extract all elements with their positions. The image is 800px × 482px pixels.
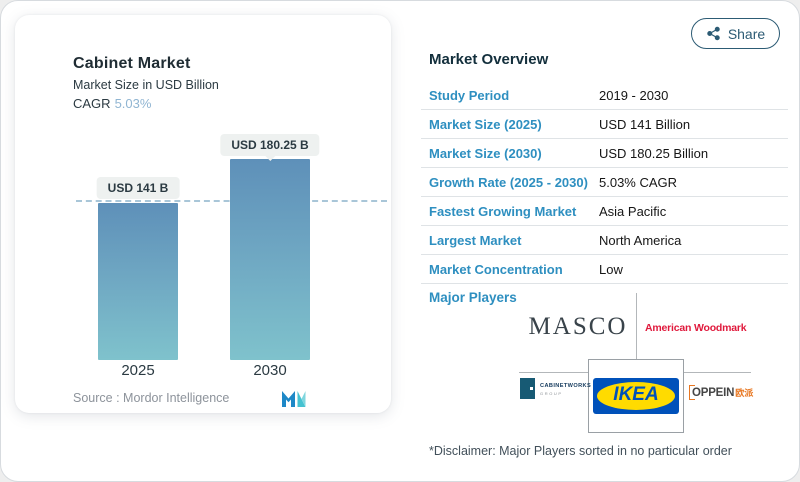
oppein-bracket-icon — [689, 385, 695, 400]
cagr-value: 5.03% — [114, 96, 152, 111]
bar-value-label-2030-text: USD 180.25 B — [231, 138, 309, 152]
ikea-wordmark: IKEA — [613, 384, 659, 405]
share-nodes-icon — [707, 26, 720, 41]
label-pointer — [265, 156, 275, 161]
source-name: Mordor Intelligence — [123, 391, 230, 405]
oppein-chinese-characters: 欧派 — [735, 388, 754, 398]
ikea-oval — [597, 382, 675, 410]
cabinetworks-mark — [530, 387, 533, 390]
table-row: Market Concentration Low — [421, 255, 788, 284]
cabinetworks-logo: CABINETWORKS GROUP — [520, 378, 591, 399]
ikea-logo: IKEA ® — [593, 378, 679, 414]
players-horizontal-divider-right — [684, 372, 751, 373]
major-players-label: Major Players — [429, 290, 517, 305]
american-woodmark-logo: American Woodmark — [645, 322, 747, 334]
row-label: Largest Market — [429, 232, 522, 248]
ikea-logo-box: IKEA ® — [588, 359, 684, 433]
chart-title: Cabinet Market — [73, 55, 191, 72]
market-overview-table: Study Period 2019 - 2030 Market Size (20… — [421, 81, 788, 284]
row-label: Market Concentration — [429, 261, 563, 277]
row-label: Market Size (2030) — [429, 145, 542, 161]
cagr-label: CAGR — [73, 96, 111, 111]
table-row: Fastest Growing Market Asia Pacific — [421, 197, 788, 226]
masco-logo: MASCO — [528, 313, 628, 340]
row-value: Asia Pacific — [599, 203, 667, 219]
players-horizontal-divider-left — [519, 372, 588, 373]
x-axis-label-2025: 2025 — [121, 362, 155, 379]
row-label: Growth Rate (2025 - 2030) — [429, 174, 588, 190]
table-row: Market Size (2025) USD 141 Billion — [421, 110, 788, 139]
row-value: Low — [599, 261, 623, 277]
source-line: Source : Mordor Intelligence — [73, 391, 229, 405]
share-button[interactable]: Share — [691, 18, 780, 49]
row-value: USD 180.25 Billion — [599, 145, 709, 161]
cabinetworks-square-icon — [520, 378, 535, 399]
share-button-label: Share — [727, 25, 766, 42]
chart-subtitle: Market Size in USD Billion — [73, 78, 219, 92]
cabinetworks-group-label: GROUP — [540, 391, 563, 396]
oppein-name: OPPEIN — [692, 386, 735, 399]
row-label: Fastest Growing Market — [429, 203, 577, 219]
overview-title: Market Overview — [429, 51, 549, 68]
row-label: Study Period — [429, 87, 510, 103]
table-row: Largest Market North America — [421, 226, 788, 255]
row-value: USD 141 Billion — [599, 116, 691, 132]
bar-value-label-2030: USD 180.25 B — [220, 134, 320, 161]
bar-2030 — [230, 159, 310, 360]
row-value: North America — [599, 232, 682, 248]
oppein-logo: OPPEIN 欧派 — [689, 385, 753, 400]
ikea-registered-mark: ® — [666, 383, 672, 390]
mordor-intelligence-logo-icon — [282, 391, 306, 407]
bar-2025 — [98, 203, 178, 360]
x-axis-label-2030: 2030 — [253, 362, 287, 379]
bar-value-label-2025: USD 141 B — [96, 177, 180, 199]
cabinetworks-name: CABINETWORKS — [540, 383, 592, 389]
cagr-line: CAGR 5.03% — [73, 96, 151, 111]
row-label: Market Size (2025) — [429, 116, 542, 132]
source-label: Source : — [73, 391, 120, 405]
row-value: 2019 - 2030 — [599, 87, 669, 103]
players-vertical-divider — [636, 293, 637, 359]
row-value: 5.03% CAGR — [599, 174, 678, 190]
table-row: Market Size (2030) USD 180.25 Billion — [421, 139, 788, 168]
table-row: Growth Rate (2025 - 2030) 5.03% CAGR — [421, 168, 788, 197]
market-size-chart-card: Cabinet Market Market Size in USD Billio… — [15, 15, 391, 413]
cabinetworks-text: CABINETWORKS GROUP — [540, 378, 591, 399]
disclaimer-text: *Disclaimer: Major Players sorted in no … — [429, 444, 732, 458]
table-row: Study Period 2019 - 2030 — [421, 81, 788, 110]
